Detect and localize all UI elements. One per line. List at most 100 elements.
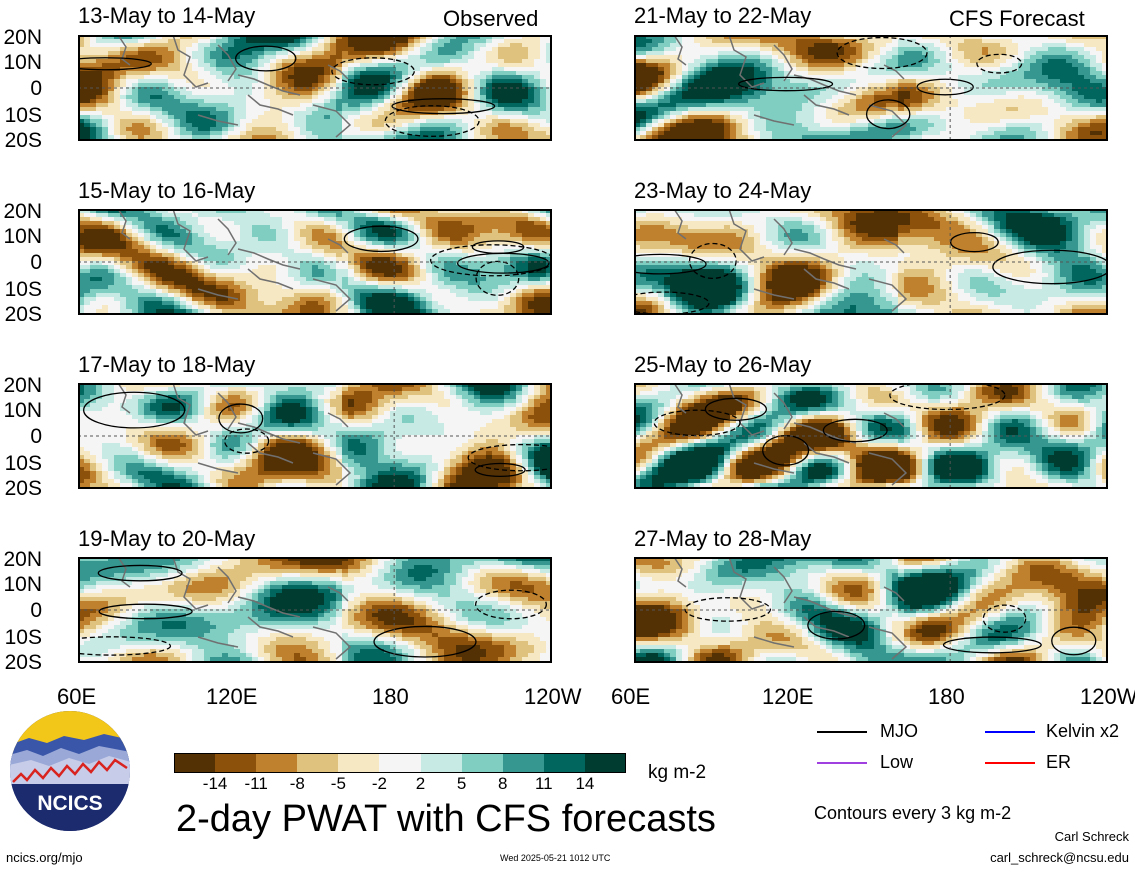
lat-label: 10S xyxy=(4,278,42,301)
panel-title-obs-1: 13-May to 14-May xyxy=(78,3,256,28)
footer-email[interactable]: carl_schreck@ncsu.edu xyxy=(990,850,1129,865)
pwat-map-panel xyxy=(634,383,1108,489)
colorbar-swatch xyxy=(502,753,545,773)
colorbar-swatch xyxy=(256,753,298,773)
lon-label: 60E xyxy=(611,684,651,709)
footer-author: Carl Schreck xyxy=(1054,829,1129,844)
mjo-contour xyxy=(916,78,974,96)
mjo-contour xyxy=(218,403,264,434)
panel-border xyxy=(78,383,552,489)
mjo-contour xyxy=(373,625,477,658)
colorbar-swatch xyxy=(338,753,380,773)
lat-label: 10S xyxy=(4,452,42,475)
mjo-contour xyxy=(822,418,888,443)
mjo-contour xyxy=(343,225,419,253)
colorbar-tick-label: 2 xyxy=(415,774,426,793)
lon-label: 180 xyxy=(372,684,409,709)
lat-label: 20S xyxy=(4,651,42,674)
forecast-label: CFS Forecast xyxy=(949,6,1085,31)
mjo-contour xyxy=(889,383,1006,411)
pwat-map-panel xyxy=(78,557,552,663)
lat-label: 10S xyxy=(4,104,42,127)
lon-label: 120W xyxy=(1080,684,1135,709)
mjo-contour xyxy=(634,253,707,275)
panel-border xyxy=(634,383,1108,489)
coastline xyxy=(117,35,352,138)
colorbar-swatch xyxy=(584,753,627,773)
coastline xyxy=(117,209,352,312)
mjo-contour xyxy=(331,57,415,86)
coastline xyxy=(673,209,908,312)
mjo-contour xyxy=(78,636,172,656)
mjo-contour xyxy=(98,603,193,620)
lon-label: 120E xyxy=(762,684,814,709)
mjo-contour xyxy=(976,53,1023,74)
panel-border xyxy=(634,35,1108,141)
colorbar xyxy=(174,753,627,773)
coastline xyxy=(673,557,908,660)
mjo-contour xyxy=(942,636,1042,654)
lat-label: 10N xyxy=(3,51,42,74)
colorbar-tick-label: 11 xyxy=(534,774,553,793)
colorbar-tick-label: 8 xyxy=(497,774,508,793)
pwat-map-panel xyxy=(78,383,552,489)
mjo-contour xyxy=(235,45,297,72)
colorbar-tick-label: -14 xyxy=(202,774,228,793)
mjo-contour xyxy=(653,409,741,437)
lon-label: 120E xyxy=(206,684,258,709)
pwat-map-panel xyxy=(78,35,552,141)
colorbar-swatch xyxy=(215,753,257,773)
mjo-contour xyxy=(391,98,496,115)
colorbar-swatch xyxy=(379,753,422,773)
colorbar-swatch xyxy=(543,753,586,773)
colorbar-tick-label: 5 xyxy=(456,774,467,793)
lat-label: 20S xyxy=(4,303,42,326)
panel-border xyxy=(634,209,1108,315)
colorbar-tick-label: -11 xyxy=(244,774,268,793)
lat-label: 20S xyxy=(4,477,42,500)
colorbar-swatch xyxy=(461,753,504,773)
colorbar-tick-label: -8 xyxy=(289,774,305,793)
mjo-contour xyxy=(865,99,911,130)
mjo-contour xyxy=(1051,626,1097,656)
lat-label: 0 xyxy=(30,425,42,448)
mjo-contour xyxy=(474,462,526,478)
panel-title-fc-4: 27-May to 28-May xyxy=(634,526,812,551)
lon-label: 180 xyxy=(928,684,965,709)
legend-swatch-er xyxy=(985,762,1035,764)
legend-label-mjo: MJO xyxy=(880,721,918,741)
mjo-contour xyxy=(471,240,525,254)
legend-swatch-kelvin xyxy=(985,731,1035,733)
pwat-map-panel xyxy=(78,209,552,315)
mjo-contour xyxy=(78,57,152,71)
panel-title-fc-1: 21-May to 22-May xyxy=(634,3,812,28)
panel-title-fc-2: 23-May to 24-May xyxy=(634,178,812,203)
footer-url[interactable]: ncics.org/mjo xyxy=(6,850,83,865)
mjo-contour xyxy=(475,260,520,296)
pwat-map-panel xyxy=(634,209,1108,315)
colorbar-outline xyxy=(174,753,626,773)
panel-border xyxy=(634,557,1108,663)
mjo-contour xyxy=(684,597,772,622)
mjo-contour xyxy=(97,564,183,582)
mjo-contour xyxy=(82,391,186,429)
mjo-contour xyxy=(467,443,552,472)
legend-swatch-mjo xyxy=(817,731,867,733)
panel-border xyxy=(78,557,552,663)
main-title: 2-day PWAT with CFS forecasts xyxy=(176,798,716,840)
lat-label: 20N xyxy=(3,200,42,223)
mjo-contour xyxy=(982,604,1027,633)
footer-timestamp: Wed 2025-05-21 1012 UTC xyxy=(500,853,611,863)
lat-label: 20S xyxy=(4,129,42,152)
legend-label-kelvin: Kelvin x2 xyxy=(1046,721,1120,741)
panel-title-obs-4: 19-May to 20-May xyxy=(78,526,256,551)
panel-title-obs-3: 17-May to 18-May xyxy=(78,352,256,377)
mjo-contour xyxy=(430,244,552,277)
pwat-map-panel xyxy=(634,557,1108,663)
legend-label-low: Low xyxy=(880,752,914,772)
colorbar-tick-label: -2 xyxy=(371,774,388,793)
coastline xyxy=(117,383,352,486)
colorbar-swatch xyxy=(420,753,463,773)
observed-label: Observed xyxy=(443,6,539,31)
mjo-contour xyxy=(738,76,834,92)
